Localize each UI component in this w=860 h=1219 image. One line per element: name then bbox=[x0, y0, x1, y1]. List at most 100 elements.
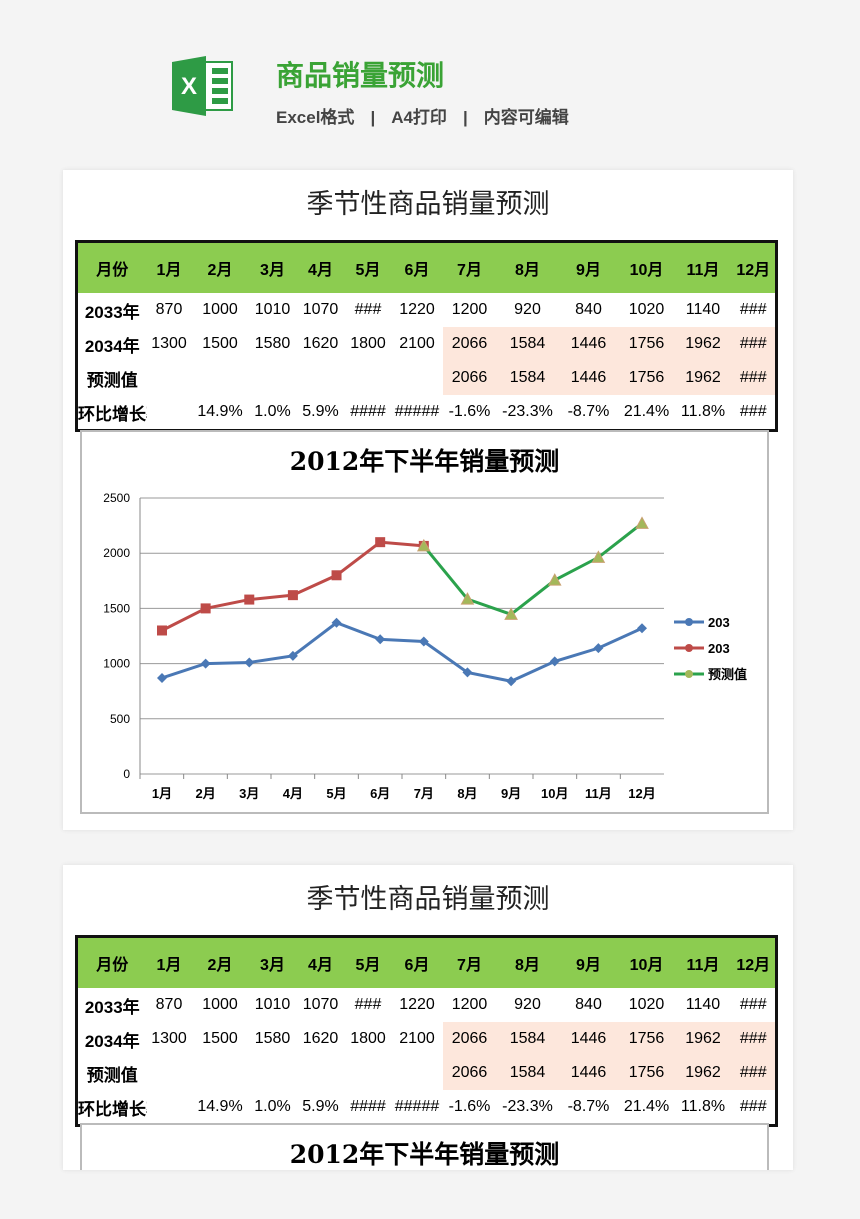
cell[interactable]: 11.8% bbox=[680, 1098, 726, 1115]
cell[interactable] bbox=[147, 1090, 192, 1126]
cell[interactable]: 2034年 bbox=[84, 336, 140, 356]
cell[interactable]: -23.3% bbox=[502, 403, 553, 420]
cell[interactable]: 2066 bbox=[442, 1056, 497, 1090]
cell[interactable]: ### bbox=[739, 403, 767, 420]
cell[interactable]: 环比增长率 bbox=[78, 404, 147, 424]
cell[interactable]: #### bbox=[350, 403, 386, 420]
cell[interactable]: 5.9% bbox=[302, 1098, 339, 1115]
cell[interactable]: 2066 bbox=[442, 1022, 497, 1056]
cell[interactable]: 2033年 bbox=[84, 302, 140, 322]
cell[interactable] bbox=[192, 361, 249, 395]
cell[interactable]: 1500 bbox=[202, 335, 238, 352]
cell[interactable]: 1070 bbox=[302, 301, 339, 318]
cell[interactable]: 2100 bbox=[399, 1030, 435, 1047]
cell[interactable]: ### bbox=[354, 996, 382, 1013]
cell[interactable]: 环比增长率 bbox=[78, 1099, 147, 1119]
cell[interactable]: 1220 bbox=[399, 996, 435, 1013]
cell[interactable]: 920 bbox=[514, 996, 541, 1013]
cell[interactable]: 1070 bbox=[302, 996, 339, 1013]
cell[interactable]: 1756 bbox=[618, 361, 675, 395]
cell[interactable]: 14.9% bbox=[197, 403, 243, 420]
cell[interactable]: 1020 bbox=[628, 996, 665, 1013]
cell[interactable]: ### bbox=[731, 1056, 777, 1090]
cell[interactable]: 920 bbox=[514, 301, 541, 318]
cell[interactable]: -1.6% bbox=[448, 1098, 491, 1115]
cell[interactable]: 1756 bbox=[618, 327, 675, 361]
cell[interactable]: -1.6% bbox=[448, 403, 491, 420]
cell[interactable]: 2066 bbox=[442, 327, 497, 361]
cell[interactable]: 1500 bbox=[202, 1030, 238, 1047]
cell[interactable]: 1620 bbox=[302, 1030, 339, 1047]
cell[interactable]: 1446 bbox=[558, 361, 619, 395]
cell[interactable]: 预测值 bbox=[86, 1065, 138, 1085]
cell[interactable]: 2033年 bbox=[84, 997, 140, 1017]
cell[interactable] bbox=[297, 1056, 345, 1090]
cell[interactable]: 870 bbox=[155, 996, 183, 1013]
cell[interactable]: 1200 bbox=[451, 996, 488, 1013]
cell[interactable]: 预测值 bbox=[86, 370, 138, 390]
cell[interactable] bbox=[249, 361, 297, 395]
cell[interactable]: 1010 bbox=[254, 996, 291, 1013]
cell[interactable]: 1.0% bbox=[254, 1098, 291, 1115]
cell[interactable]: 1300 bbox=[151, 1030, 187, 1047]
cell[interactable]: 1140 bbox=[685, 996, 721, 1013]
cell[interactable]: 1584 bbox=[496, 1022, 559, 1056]
cell[interactable]: ### bbox=[731, 1022, 777, 1056]
cell[interactable]: 1756 bbox=[618, 1056, 675, 1090]
cell[interactable]: 1962 bbox=[674, 327, 732, 361]
cell[interactable]: 1446 bbox=[558, 1056, 619, 1090]
cell[interactable]: 1446 bbox=[558, 327, 619, 361]
cell[interactable]: ### bbox=[354, 301, 382, 318]
cell[interactable] bbox=[392, 1056, 443, 1090]
cell[interactable]: 1800 bbox=[350, 1030, 386, 1047]
cell[interactable]: 1000 bbox=[202, 996, 238, 1013]
cell[interactable] bbox=[192, 1056, 249, 1090]
cell[interactable]: -23.3% bbox=[502, 1098, 553, 1115]
cell[interactable]: 21.4% bbox=[623, 403, 670, 420]
cell[interactable]: 840 bbox=[575, 301, 602, 318]
cell[interactable]: 1010 bbox=[254, 301, 291, 318]
cell[interactable] bbox=[147, 361, 192, 395]
cell[interactable]: 1584 bbox=[496, 1056, 559, 1090]
cell[interactable]: -8.7% bbox=[567, 1098, 610, 1115]
cell[interactable]: 1800 bbox=[350, 335, 386, 352]
cell[interactable]: 1200 bbox=[451, 301, 488, 318]
cell[interactable]: 1300 bbox=[151, 335, 187, 352]
cell[interactable]: ### bbox=[739, 996, 767, 1013]
cell[interactable]: 1962 bbox=[674, 361, 732, 395]
cell[interactable]: ##### bbox=[394, 1098, 440, 1115]
cell[interactable] bbox=[147, 395, 192, 431]
cell[interactable]: 1584 bbox=[496, 327, 559, 361]
cell[interactable]: 1580 bbox=[254, 1030, 291, 1047]
cell[interactable]: -8.7% bbox=[567, 403, 610, 420]
cell[interactable] bbox=[297, 361, 345, 395]
cell[interactable]: 21.4% bbox=[623, 1098, 670, 1115]
cell[interactable]: 1220 bbox=[399, 301, 435, 318]
cell[interactable]: 5.9% bbox=[302, 403, 339, 420]
cell[interactable]: 840 bbox=[575, 996, 602, 1013]
cell[interactable] bbox=[249, 1056, 297, 1090]
cell[interactable]: 870 bbox=[155, 301, 183, 318]
cell[interactable]: 2034年 bbox=[84, 1031, 140, 1051]
cell[interactable]: 14.9% bbox=[197, 1098, 243, 1115]
cell[interactable] bbox=[147, 1056, 192, 1090]
cell[interactable]: 1584 bbox=[496, 361, 559, 395]
cell[interactable]: ### bbox=[731, 327, 777, 361]
cell[interactable]: 1000 bbox=[202, 301, 238, 318]
cell[interactable]: 1962 bbox=[674, 1056, 732, 1090]
cell[interactable]: ##### bbox=[394, 403, 440, 420]
cell[interactable]: 2066 bbox=[442, 361, 497, 395]
cell[interactable]: 1620 bbox=[302, 335, 339, 352]
cell[interactable]: ### bbox=[731, 361, 777, 395]
cell[interactable]: 1756 bbox=[618, 1022, 675, 1056]
cell[interactable]: 2100 bbox=[399, 335, 435, 352]
cell[interactable]: 1140 bbox=[685, 301, 721, 318]
cell[interactable]: 1580 bbox=[254, 335, 291, 352]
cell[interactable]: ### bbox=[739, 1098, 767, 1115]
cell[interactable] bbox=[345, 361, 392, 395]
cell[interactable]: 11.8% bbox=[680, 403, 726, 420]
cell[interactable] bbox=[392, 361, 443, 395]
cell[interactable]: 1020 bbox=[628, 301, 665, 318]
cell[interactable]: ### bbox=[739, 301, 767, 318]
cell[interactable] bbox=[345, 1056, 392, 1090]
